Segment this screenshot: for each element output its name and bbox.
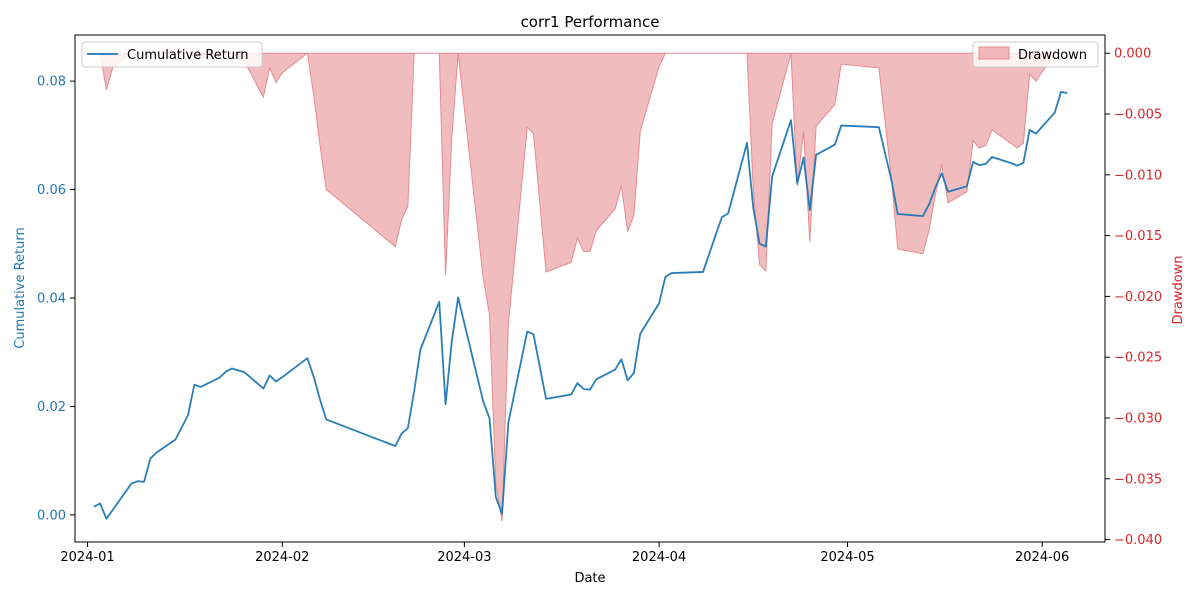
- x-tick-label: 2024-04: [632, 550, 686, 565]
- x-axis: 2024-01 2024-02 2024-03 2024-04 2024-05 2024-…: [60, 542, 1069, 565]
- y-right-tick-label: −0.005: [1114, 108, 1162, 123]
- y-axis-title-right: Drawdown: [1171, 255, 1186, 324]
- y-axis-right: 0.000 −0.005 −0.010 −0.015 −0.020 −0.025 −0.03…: [1105, 47, 1162, 548]
- y-right-tick-label: −0.030: [1114, 411, 1162, 426]
- x-tick-label: 2024-01: [60, 550, 114, 565]
- y-left-tick-label: 0.00: [37, 508, 66, 523]
- legend-return-box: [81, 41, 263, 68]
- y-axis-left: 0.00 0.02 0.04 0.06 0.08: [37, 75, 75, 523]
- return-line-layer: [93, 91, 1068, 520]
- chart-title: corr1 Performance: [521, 13, 660, 31]
- legend-drawdown-swatch: [978, 46, 1010, 60]
- y-axis-title-left: Cumulative Return: [13, 227, 28, 348]
- y-right-tick-label: 0.000: [1114, 47, 1151, 62]
- y-left-tick-label: 0.08: [37, 75, 66, 90]
- legend-return: Cumulative Return: [81, 41, 263, 68]
- x-tick-label: 2024-05: [820, 550, 874, 565]
- x-tick-label: 2024-02: [255, 550, 309, 565]
- drawdown-area-layer: [93, 52, 1068, 522]
- x-tick-label: 2024-03: [437, 550, 491, 565]
- y-right-tick-label: −0.015: [1114, 229, 1162, 244]
- y-right-tick-label: −0.025: [1114, 351, 1162, 366]
- cumulative-return-line: [93, 91, 1068, 520]
- y-left-tick-label: 0.04: [37, 291, 66, 306]
- x-tick-label: 2024-06: [1015, 550, 1069, 565]
- y-right-tick-label: −0.035: [1114, 472, 1162, 487]
- drawdown-area: [93, 52, 1068, 522]
- y-left-tick-label: 0.02: [37, 400, 66, 415]
- y-right-tick-label: −0.040: [1114, 533, 1162, 548]
- y-right-tick-label: −0.020: [1114, 290, 1162, 305]
- legend-drawdown: Drawdown: [972, 41, 1099, 68]
- x-axis-title: Date: [574, 571, 605, 586]
- plot-frame: [74, 34, 1106, 543]
- legend-drawdown-label: Drawdown: [1018, 48, 1087, 63]
- y-right-tick-label: −0.010: [1114, 168, 1162, 183]
- y-left-tick-label: 0.06: [37, 183, 66, 198]
- legend-return-label: Cumulative Return: [127, 48, 248, 63]
